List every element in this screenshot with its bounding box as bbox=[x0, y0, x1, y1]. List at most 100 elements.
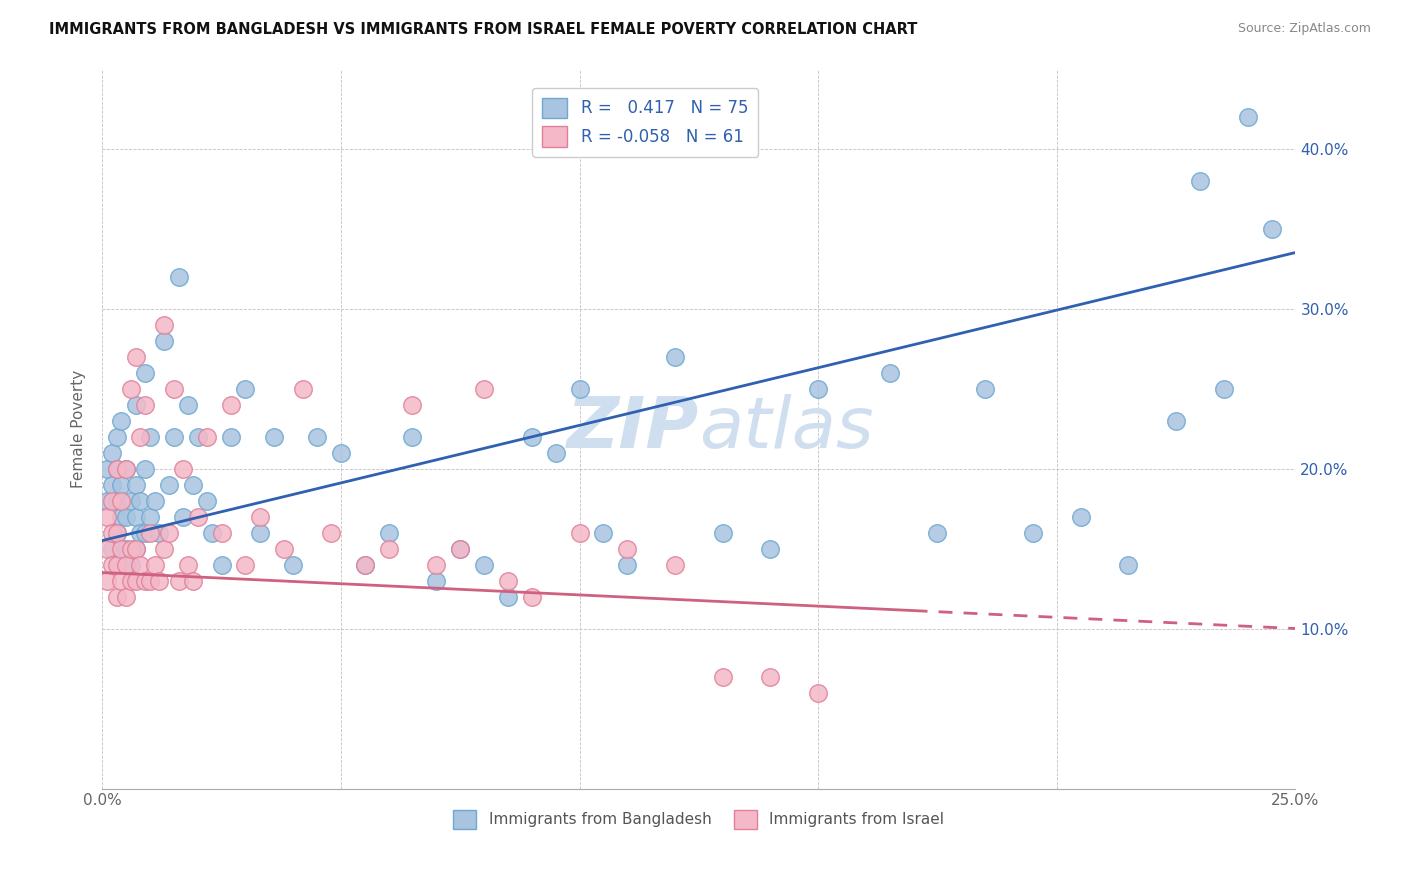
Point bbox=[759, 669, 782, 683]
Point bbox=[211, 558, 233, 572]
Point bbox=[157, 525, 180, 540]
Point bbox=[110, 413, 132, 427]
Legend: Immigrants from Bangladesh, Immigrants from Israel: Immigrants from Bangladesh, Immigrants f… bbox=[447, 804, 950, 835]
Y-axis label: Female Poverty: Female Poverty bbox=[72, 369, 86, 488]
Point bbox=[129, 493, 152, 508]
Point bbox=[105, 461, 128, 475]
Point bbox=[1260, 221, 1282, 235]
Point bbox=[139, 525, 162, 540]
Point bbox=[592, 525, 614, 540]
Point bbox=[124, 541, 146, 556]
Point bbox=[129, 558, 152, 572]
Point bbox=[425, 574, 447, 588]
Point bbox=[139, 509, 162, 524]
Point bbox=[110, 509, 132, 524]
Point bbox=[616, 558, 638, 572]
Point bbox=[401, 398, 423, 412]
Point bbox=[172, 461, 194, 475]
Point bbox=[353, 558, 375, 572]
Point bbox=[129, 525, 152, 540]
Point bbox=[153, 541, 176, 556]
Point bbox=[616, 541, 638, 556]
Point bbox=[759, 541, 782, 556]
Point bbox=[305, 429, 328, 443]
Point bbox=[1022, 525, 1045, 540]
Point bbox=[496, 590, 519, 604]
Point bbox=[974, 382, 997, 396]
Point bbox=[1236, 110, 1258, 124]
Point bbox=[143, 558, 166, 572]
Point bbox=[115, 461, 138, 475]
Point bbox=[219, 429, 242, 443]
Point bbox=[1212, 382, 1234, 396]
Point bbox=[544, 445, 567, 459]
Point bbox=[353, 558, 375, 572]
Point bbox=[181, 574, 204, 588]
Point bbox=[329, 445, 352, 459]
Point bbox=[1118, 558, 1140, 572]
Point bbox=[143, 493, 166, 508]
Point bbox=[96, 493, 118, 508]
Point bbox=[105, 525, 128, 540]
Text: ZIP: ZIP bbox=[567, 394, 699, 463]
Point bbox=[105, 590, 128, 604]
Point bbox=[105, 493, 128, 508]
Point bbox=[472, 382, 495, 396]
Point bbox=[377, 541, 399, 556]
Point bbox=[449, 541, 471, 556]
Point bbox=[249, 525, 271, 540]
Point bbox=[124, 350, 146, 364]
Point bbox=[129, 429, 152, 443]
Point bbox=[120, 382, 142, 396]
Point bbox=[249, 509, 271, 524]
Point bbox=[449, 541, 471, 556]
Point bbox=[568, 525, 591, 540]
Point bbox=[425, 558, 447, 572]
Point bbox=[167, 269, 190, 284]
Point bbox=[235, 382, 257, 396]
Point bbox=[134, 574, 156, 588]
Text: Source: ZipAtlas.com: Source: ZipAtlas.com bbox=[1237, 22, 1371, 36]
Point bbox=[291, 382, 314, 396]
Point bbox=[711, 669, 734, 683]
Point bbox=[115, 461, 138, 475]
Point bbox=[139, 429, 162, 443]
Point bbox=[124, 477, 146, 491]
Point bbox=[711, 525, 734, 540]
Point bbox=[105, 461, 128, 475]
Point bbox=[163, 382, 186, 396]
Point bbox=[134, 461, 156, 475]
Point bbox=[219, 398, 242, 412]
Point bbox=[110, 574, 132, 588]
Point bbox=[195, 493, 218, 508]
Text: IMMIGRANTS FROM BANGLADESH VS IMMIGRANTS FROM ISRAEL FEMALE POVERTY CORRELATION : IMMIGRANTS FROM BANGLADESH VS IMMIGRANTS… bbox=[49, 22, 918, 37]
Point bbox=[187, 509, 209, 524]
Point bbox=[100, 493, 122, 508]
Point bbox=[148, 574, 170, 588]
Point bbox=[139, 574, 162, 588]
Point bbox=[496, 574, 519, 588]
Point bbox=[96, 461, 118, 475]
Point bbox=[110, 477, 132, 491]
Point bbox=[115, 558, 138, 572]
Point bbox=[148, 525, 170, 540]
Point bbox=[100, 525, 122, 540]
Point bbox=[568, 382, 591, 396]
Point bbox=[100, 445, 122, 459]
Point bbox=[115, 541, 138, 556]
Point bbox=[377, 525, 399, 540]
Point bbox=[134, 366, 156, 380]
Point bbox=[177, 558, 200, 572]
Point bbox=[321, 525, 343, 540]
Point bbox=[163, 429, 186, 443]
Point bbox=[181, 477, 204, 491]
Point bbox=[235, 558, 257, 572]
Point bbox=[520, 590, 543, 604]
Point bbox=[401, 429, 423, 443]
Point bbox=[105, 525, 128, 540]
Point bbox=[115, 509, 138, 524]
Point bbox=[134, 398, 156, 412]
Point bbox=[120, 558, 142, 572]
Point bbox=[120, 493, 142, 508]
Point bbox=[807, 685, 830, 699]
